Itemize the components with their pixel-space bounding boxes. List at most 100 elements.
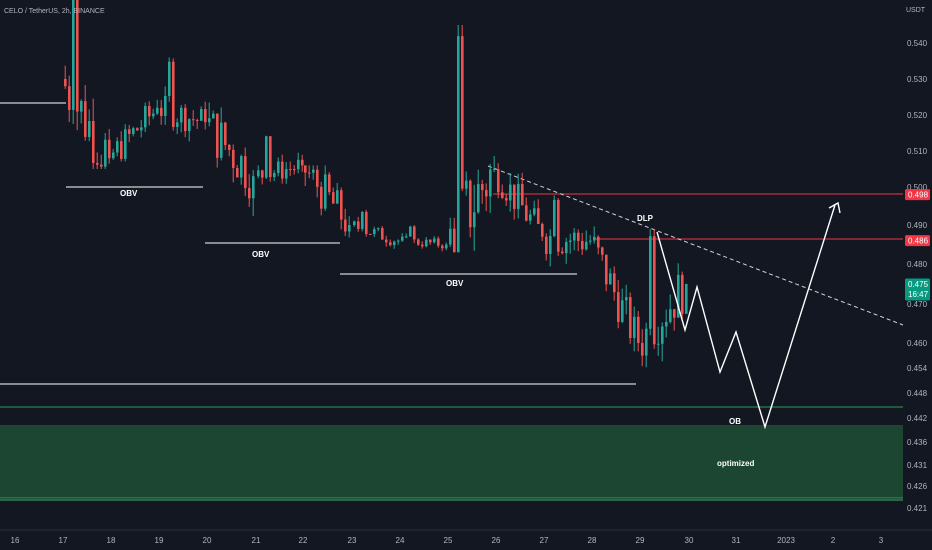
candle-body [581,240,584,250]
candle-body [525,205,528,221]
candle-body [561,251,564,254]
obv-label-2: OBV [252,250,270,259]
candle-body [172,61,175,127]
candle-body [373,229,376,235]
candle-body [637,316,640,343]
x-tick-label: 25 [444,536,453,545]
y-tick-label: 0.500 [907,183,928,192]
candle-body [96,162,99,165]
candle-body [497,169,500,193]
y-tick-label: 0.431 [907,461,928,470]
candle-body [308,172,311,174]
candle-body [481,184,484,191]
price-tag-label: 0.486 [908,237,929,246]
candle-body [180,107,183,123]
candle-body [381,228,384,240]
y-tick-label: 0.421 [907,504,928,513]
candle-body [365,211,368,234]
x-axis: 16 17 18 19 20 21 22 23 24 25 26 27 28 29 30 31 2023 2 3 [11,536,884,545]
currency-label: USDT [906,7,926,14]
projection-path [656,204,836,430]
candle-body [629,297,632,338]
chart-title: CELO / TetherUS, 2h, BINANCE [4,8,105,15]
candle-body [328,174,331,193]
candle-body [489,169,492,197]
candle-body [112,152,115,159]
candle-body [232,149,235,168]
candle-body [469,180,472,228]
candle-body [557,199,560,252]
candle-body [369,233,372,235]
candle-body [184,107,187,132]
y-tick-label: 0.470 [907,300,928,309]
candle-body [289,169,292,171]
candle-body [304,165,307,173]
optimized-label: optimized [717,459,754,468]
candle-body [68,86,71,110]
candle-body [593,236,596,241]
candle-body [597,236,600,248]
x-tick-label: 16 [11,536,20,545]
x-tick-label: 3 [879,536,884,545]
candle-body [653,236,656,345]
candle-body [188,119,191,132]
price-tag-label: 0.475 [908,280,929,289]
price-tag [905,189,930,201]
candle-body [377,228,380,230]
candle-body [553,199,556,237]
price-tag-label: 0.498 [908,191,929,200]
candle-body [273,173,276,178]
candle-body [192,119,195,121]
x-tick-label: 22 [299,536,308,545]
candle-body [433,238,436,243]
candle-body [277,161,280,174]
y-tick-label: 0.520 [907,111,928,120]
candle-body [204,109,207,123]
y-tick-label: 0.454 [907,364,928,373]
y-tick-label: 0.530 [907,75,928,84]
candle-body [421,244,424,247]
candle-body [533,208,536,215]
candle-body [116,141,119,153]
candle-body [324,174,327,209]
candle-body [104,139,107,167]
candle-body [156,107,159,114]
y-tick-label: 0.490 [907,221,928,230]
candle-body [320,186,323,209]
candle-body [669,309,672,323]
candle-body [505,197,508,201]
candle-body [281,161,284,179]
candle-body [677,274,680,318]
dlp-label: DLP [637,214,654,223]
candle-body [485,190,488,197]
candle-body [64,79,67,87]
candle-body [220,122,223,158]
candle-body [501,192,504,198]
x-tick-label: 29 [636,536,645,545]
candle-body [92,121,95,163]
y-tick-label: 0.426 [907,482,928,491]
candle-body [461,36,464,189]
candle-body [453,228,456,253]
candle-body [216,113,219,158]
candle-body [473,212,476,228]
candle-body [397,240,400,242]
candle-body [673,309,676,318]
x-tick-label: 30 [685,536,694,545]
candle-body [577,232,580,241]
candle-body [100,164,103,167]
obv-label-3: OBV [446,279,464,288]
candle-body [465,180,468,189]
y-tick-label: 0.448 [907,389,928,398]
candle-body [477,184,480,213]
candle-body [417,239,420,245]
ob-label: OB [729,417,741,426]
x-tick-label: 28 [588,536,597,545]
candle-body [401,236,404,241]
candle-body [585,241,588,250]
candle-body [84,101,87,137]
candle-body [340,190,343,220]
candle-body [88,121,91,137]
candle-body [252,176,255,199]
